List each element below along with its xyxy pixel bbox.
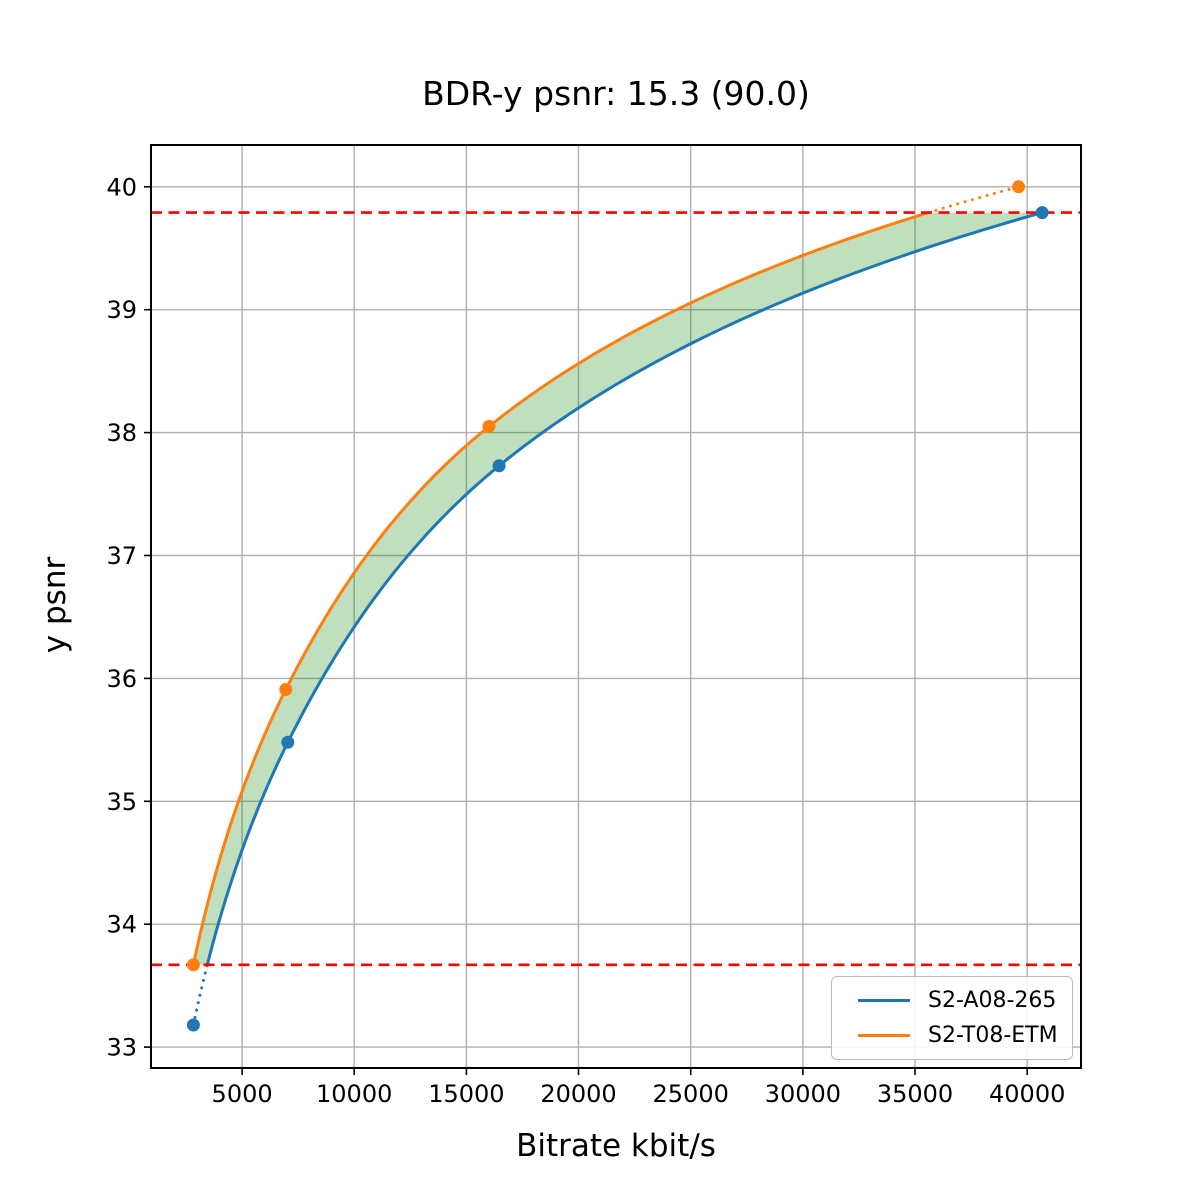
chart-title: BDR-y psnr: 15.3 (90.0) (422, 74, 810, 113)
legend-label: S2-T08-ETM (928, 1023, 1058, 1048)
curve-s2-a08-265 (205, 211, 1043, 966)
x-tick-label: 25000 (653, 1080, 729, 1108)
legend-entry-s2-a08-265: S2-A08-265 (832, 988, 1072, 1013)
legend: S2-A08-265 S2-T08-ETM (831, 976, 1073, 1060)
y-tick-label: 35 (106, 788, 137, 816)
data-point-s2-a08-265 (492, 459, 506, 473)
data-point-s2-t08-etm (186, 958, 200, 972)
x-axis-label: Bitrate kbit/s (516, 1128, 716, 1164)
curve-s2-a08-265-dotted (191, 963, 209, 1027)
data-point-s2-a08-265 (1035, 206, 1049, 220)
x-tick-label: 15000 (428, 1080, 504, 1108)
x-tick-label: 40000 (989, 1080, 1065, 1108)
axes-spines (150, 144, 1082, 1069)
x-tick-label: 30000 (765, 1080, 841, 1108)
legend-label: S2-A08-265 (928, 988, 1057, 1013)
data-point-s2-t08-etm (1012, 180, 1026, 194)
y-axis-label: y psnr (37, 556, 73, 654)
curve-s2-t08-etm (191, 211, 930, 966)
x-tick-label: 20000 (540, 1080, 616, 1108)
data-point-s2-t08-etm (279, 683, 293, 696)
y-tick-label: 40 (106, 173, 137, 201)
y-tick-label: 33 (106, 1034, 137, 1062)
data-point-s2-a08-265 (281, 735, 295, 749)
legend-entry-s2-t08-etm: S2-T08-ETM (832, 1023, 1072, 1048)
y-tick-label: 36 (106, 665, 137, 693)
bd-shaded-region (193, 212, 1043, 965)
data-point-s2-t08-etm (482, 419, 496, 433)
x-tick-label: 10000 (316, 1080, 392, 1108)
data-point-s2-a08-265 (186, 1018, 200, 1032)
y-tick-label: 37 (106, 542, 137, 570)
curve-s2-t08-etm-dotted (927, 185, 1021, 215)
legend-line-sample-blue (858, 999, 910, 1002)
x-tick-label: 35000 (877, 1080, 953, 1108)
x-tick-label: 5000 (212, 1080, 273, 1108)
y-tick-label: 34 (106, 911, 137, 939)
y-tick-label: 38 (106, 419, 137, 447)
y-tick-label: 39 (106, 296, 137, 324)
legend-line-sample-orange (858, 1034, 910, 1037)
